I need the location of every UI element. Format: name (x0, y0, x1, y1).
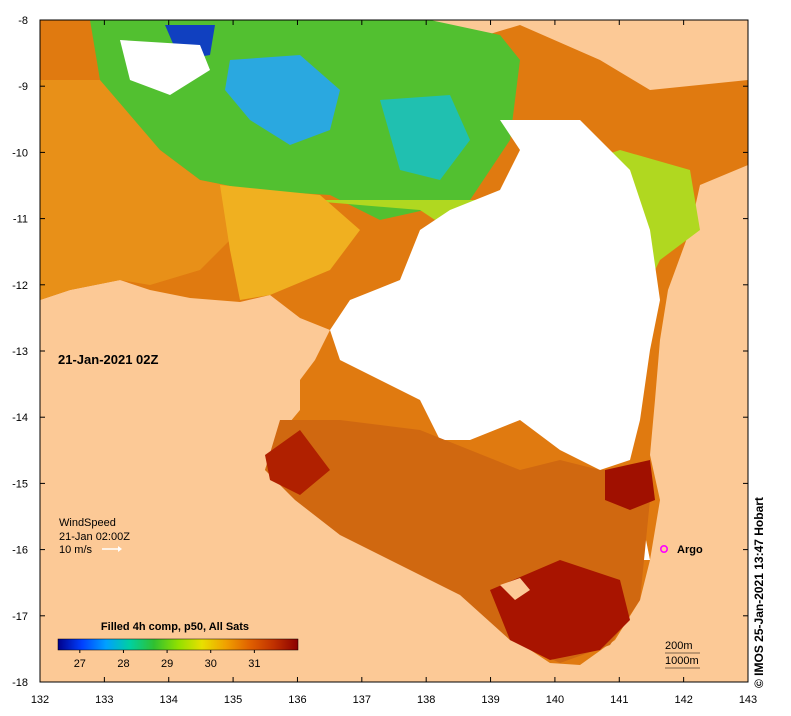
contour-label-1000m: 1000m (665, 655, 699, 667)
x-tick-label: 140 (546, 694, 564, 706)
x-tick-label: 132 (31, 694, 49, 706)
contour-label-200m: 200m (665, 640, 693, 652)
y-tick-label: -10 (12, 147, 28, 159)
contour-legend: 200m 1000m (665, 640, 700, 669)
x-tick-label: 142 (674, 694, 692, 706)
no-data-region-nw (120, 40, 210, 95)
x-tick-label: 138 (417, 694, 435, 706)
y-tick-label: -16 (12, 545, 28, 557)
colorbar-tick-label: 29 (161, 658, 173, 670)
timestamp-label: 21-Jan-2021 02Z (58, 352, 159, 367)
colorbar-tick-label: 28 (117, 658, 129, 670)
y-tick-label: -14 (12, 412, 28, 424)
argo-marker-icon (659, 544, 668, 553)
sst-patch-cyan (380, 95, 470, 180)
x-tick-label: 143 (739, 694, 757, 706)
y-tick-label: -8 (18, 15, 28, 27)
y-tick-label: -12 (12, 280, 28, 292)
sst-band-west-yellow (220, 185, 360, 300)
imos-credit: © IMOS 25-Jan-2021 13:47 Hobart (752, 497, 766, 688)
wind-arrow-icon (102, 546, 122, 552)
wind-legend-scale: 10 m/s (59, 544, 93, 556)
sst-patch-red-sw (265, 430, 330, 495)
argo-label: Argo (677, 544, 703, 556)
argo-marker: Argo (659, 544, 703, 556)
x-tick-label: 133 (95, 694, 113, 706)
wind-legend: WindSpeed 21-Jan 02:00Z 10 m/s (59, 517, 130, 556)
sst-patch-darkred-east (605, 460, 655, 510)
x-axis: 132 133 134 135 136 137 138 139 140 141 142 143 (31, 20, 757, 706)
x-tick-label: 134 (160, 694, 178, 706)
sst-patch-blue (225, 55, 340, 145)
y-tick-label: -18 (12, 677, 28, 689)
x-tick-label: 139 (481, 694, 499, 706)
sst-band-west-orange (40, 80, 250, 300)
x-tick-label: 137 (353, 694, 371, 706)
x-tick-label: 136 (288, 694, 306, 706)
colorbar-tick-label: 31 (248, 658, 260, 670)
colorbar-title: Filled 4h comp, p50, All Sats (101, 621, 249, 633)
colorbar-ticks: 27 28 29 30 31 (74, 650, 260, 670)
wind-legend-title: WindSpeed (59, 517, 116, 529)
no-data-region (330, 120, 660, 470)
y-axis: -8 -9 -10 -11 -12 -13 -14 -15 -16 -17 -18 (12, 15, 748, 689)
y-tick-label: -17 (12, 611, 28, 623)
colorbar-tick-label: 27 (74, 658, 86, 670)
wind-legend-time: 21-Jan 02:00Z (59, 531, 130, 543)
x-tick-label: 141 (610, 694, 628, 706)
y-tick-label: -15 (12, 478, 28, 490)
y-tick-label: -11 (13, 214, 28, 226)
y-tick-label: -13 (12, 346, 28, 358)
x-tick-label: 135 (224, 694, 242, 706)
island-south (500, 578, 530, 600)
y-tick-label: -9 (18, 81, 28, 93)
colorbar-tick-label: 30 (205, 658, 217, 670)
colorbar-gradient (57, 638, 299, 651)
colorbar: Filled 4h comp, p50, All Sats 27 28 29 30 31 (57, 621, 299, 670)
island-east (700, 170, 748, 240)
